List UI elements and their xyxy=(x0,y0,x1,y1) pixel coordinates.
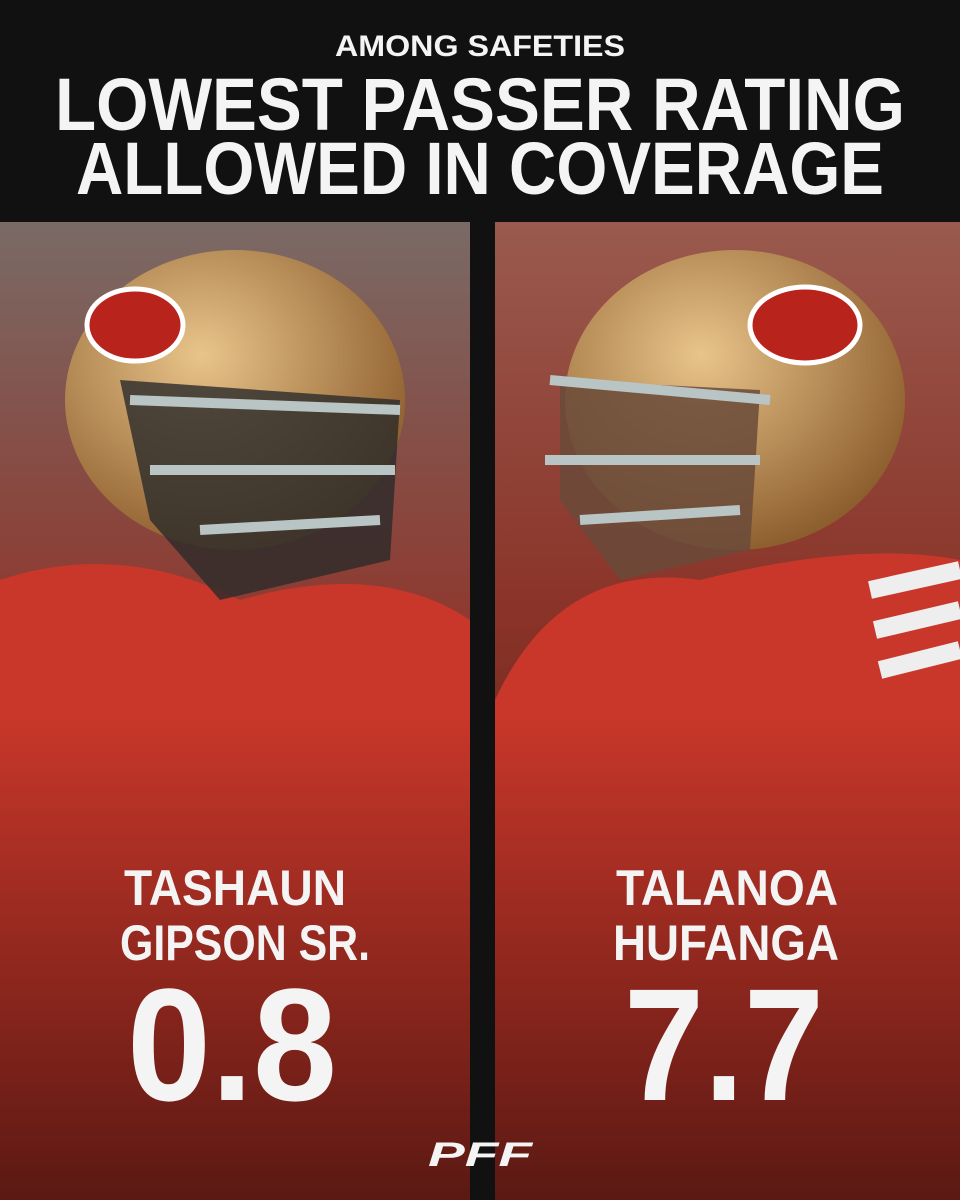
left-photo xyxy=(0,222,470,1200)
player-name: GIPSON SR. xyxy=(120,915,370,971)
logo: PFF xyxy=(428,1136,534,1174)
subtitle: AMONG SAFETIES xyxy=(335,30,625,63)
title-line: ALLOWED IN COVERAGE xyxy=(76,127,884,210)
player-value: 0.8 xyxy=(127,955,337,1134)
title-line: LOWEST PASSER RATING xyxy=(55,63,905,146)
player-name: HUFANGA xyxy=(613,915,839,971)
player-name: TALANOA xyxy=(616,860,838,916)
player-value: 7.7 xyxy=(624,955,824,1134)
right-photo xyxy=(495,222,960,1200)
player-name: TASHAUN xyxy=(124,860,346,916)
